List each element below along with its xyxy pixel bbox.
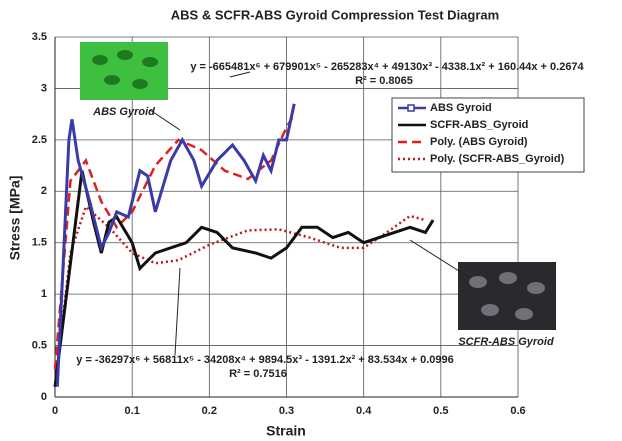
legend-label: ABS Gyroid (430, 102, 492, 114)
y-tick-label: 3.5 (32, 31, 47, 43)
y-tick-label: 0 (41, 391, 47, 403)
y-tick-label: 0.5 (32, 339, 47, 351)
arrows (149, 71, 471, 356)
legend-label: Poly. (SCFR-ABS_Gyroid) (430, 153, 565, 165)
annotation: y = -665481x⁶ + 679901x⁵ - 265283x⁴ + 49… (190, 61, 584, 73)
x-tick-label: 0 (52, 405, 58, 417)
legend-label: Poly. (ABS Gyroid) (430, 136, 528, 148)
y-tick-label: 3 (41, 82, 47, 94)
series-line (55, 103, 296, 387)
legend-marker (407, 104, 415, 112)
x-axis-label: Strain (266, 423, 306, 439)
y-tick-label: 2 (41, 185, 47, 197)
y-tick-label: 1.5 (32, 237, 47, 249)
x-tick-label: 0.2 (202, 405, 217, 417)
abs-photo (80, 42, 168, 100)
scfr-photo (458, 262, 556, 330)
x-tick-label: 0.5 (433, 405, 448, 417)
x-tick-label: 0.4 (356, 405, 372, 417)
annotation: R² = 0.8065 (355, 75, 413, 87)
y-axis-label: Stress [MPa] (7, 176, 23, 261)
x-tick-label: 0.1 (125, 405, 140, 417)
photo-caption: SCFR-ABS Gyroid (458, 336, 554, 348)
photo-caption: ABS Gyroid (92, 106, 155, 118)
x-tick-label: 0.3 (279, 405, 294, 417)
y-tick-label: 1 (41, 288, 47, 300)
annotation: y = -36297x⁶ + 56811x⁵ - 34208x⁴ + 9894.… (76, 354, 453, 366)
x-tick-label: 0.6 (510, 405, 525, 417)
y-tick-label: 2.5 (32, 134, 47, 146)
chart-title: ABS & SCFR-ABS Gyroid Compression Test D… (171, 7, 499, 22)
annotation: R² = 0.7516 (229, 368, 287, 380)
series-line (53, 113, 296, 370)
legend-label: SCFR-ABS_Gyroid (430, 119, 528, 131)
